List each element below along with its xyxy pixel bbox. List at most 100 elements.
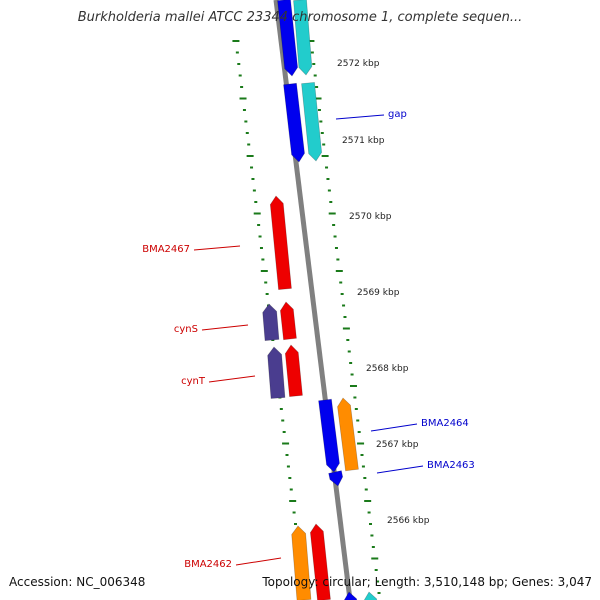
gene-arrow-bma2462 [310,523,331,600]
tick-mark [238,74,242,77]
tick-mark [320,132,324,134]
tick-mark [254,201,258,203]
tick-mark [237,63,241,65]
gene-arrow-cynt [284,344,303,398]
tick-mark [332,224,336,226]
gene-label-leader [370,423,418,432]
tick-mark [350,373,354,376]
gene-label[interactable]: BMA2462 [184,559,232,570]
tick-mark [329,201,333,203]
tick-mark [310,51,314,54]
tick-mark [259,247,263,249]
ruler-label: 2570 kbp [349,212,392,222]
tick-mark [264,281,268,284]
tick-mark [347,350,351,353]
genome-summary-text: Topology: circular; Length: 3,510,148 bp… [262,575,592,589]
tick-mark [246,155,254,157]
tick-mark [281,419,285,422]
tick-mark [357,431,361,433]
accession-text: Accession: NC_006348 [9,575,146,589]
tick-mark [271,339,275,341]
tick-mark [251,178,255,180]
gene-arrow [343,591,358,600]
tick-mark [361,465,365,468]
tick-mark [364,488,368,491]
gene-label[interactable]: BMA2467 [142,244,190,255]
tick-mark [326,178,330,180]
ruler-label: 2566 kbp [387,516,430,526]
tick-marks-right [307,40,381,594]
ruler-label: 2571 kbp [342,136,385,146]
tick-mark [364,500,372,502]
gene-arrow [277,0,298,77]
tick-mark [289,488,293,491]
tick-mark [247,143,251,146]
tick-mark [285,454,289,456]
tick-mark [260,270,268,272]
tick-mark [357,442,365,445]
tick-mark [292,511,296,514]
gene-arrow-cyns [280,301,297,341]
tick-mark [253,212,261,215]
tick-mark [232,40,240,42]
tick-mark [279,408,283,410]
gene-arrow-gap [283,82,305,163]
gene-label[interactable]: BMA2464 [421,418,469,429]
tick-mark [265,293,269,295]
tick-mark [294,523,298,525]
tick-mark [339,281,343,284]
tick-mark [315,86,319,88]
tick-mark [322,143,326,146]
tick-mark [377,592,381,594]
tick-mark [342,327,350,330]
gene-arrow [267,346,286,399]
tick-mark [333,235,337,238]
gene-label[interactable]: cynS [174,324,198,335]
gene-label-leader [335,114,385,120]
gene-label-leader [201,324,249,331]
gene-features [262,0,378,600]
tick-mark [354,408,358,410]
tick-mark [371,546,375,548]
gene-label[interactable]: BMA2463 [427,460,475,471]
tick-mark [313,74,317,77]
gene-arrow [262,303,280,341]
tick-mark [319,120,323,123]
tick-mark [349,385,357,387]
tick-mark [342,304,346,307]
map-title: Burkholderia mallei ATCC 23344 chromosom… [77,10,523,25]
tick-mark [353,396,357,399]
tick-mark [245,132,249,134]
gene-label-leader [376,465,424,474]
tick-mark [314,97,322,100]
gene-label[interactable]: gap [388,109,407,120]
tick-mark [343,316,347,318]
tick-mark [374,569,378,571]
tick-mark [328,212,336,215]
gene-arrow [291,525,312,600]
tick-mark [363,477,367,479]
gene-arrow-bma2464 [318,398,340,473]
tick-mark [307,40,315,42]
ruler-label: 2572 kbp [337,59,380,69]
gene-labels: gap BMA2467 cynS cynT BMA2464 BMA2463 BMA2462 [142,109,475,570]
gene-label-leader [208,375,256,383]
tick-mark [244,120,248,123]
gene-label[interactable]: cynT [181,376,206,387]
tick-mark [289,500,297,502]
tick-mark [235,51,239,54]
tick-mark [242,109,246,111]
tick-mark [349,362,353,364]
tick-mark [282,442,290,445]
tick-mark [376,580,380,583]
tick-mark [250,166,254,169]
tick-mark [286,465,290,468]
tick-mark [257,224,261,226]
tick-mark [258,235,262,238]
tick-mark [369,523,373,525]
tick-mark [340,293,344,295]
gene-arrow [337,397,359,472]
tick-mark [288,477,292,479]
tick-mark [261,258,265,261]
gene-arrow-bma2467 [269,195,292,291]
